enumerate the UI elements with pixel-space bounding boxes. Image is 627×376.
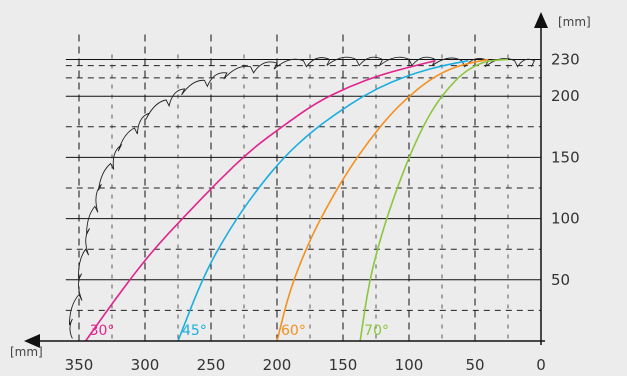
grid [65, 34, 541, 346]
x-tick-label: 200 [263, 356, 292, 374]
series-line [84, 59, 436, 342]
series-label: 60° [281, 323, 306, 339]
x-tick-label: 100 [395, 356, 424, 374]
x-tick-label: 0 [536, 356, 546, 374]
y-tick-label: 230 [551, 50, 580, 68]
x-tick-label: 300 [131, 356, 160, 374]
series-label: 45° [182, 323, 207, 339]
saw-teeth-path [68, 56, 536, 339]
x-tick-label: 150 [329, 356, 358, 374]
y-tick-label: 200 [551, 87, 580, 105]
y-axis-arrow [534, 12, 548, 28]
series-label: 30° [90, 323, 115, 339]
x-tick-label: 250 [197, 356, 226, 374]
series-lines [84, 58, 509, 342]
tick-labels: 350 300 250 200 150 100 50 0 50 100 150 200 230 [65, 50, 580, 374]
x-axis-arrow [24, 334, 40, 348]
x-tick-label: 350 [65, 356, 94, 374]
y-tick-label: 50 [551, 271, 570, 289]
saw-blade-outline [68, 56, 536, 339]
y-axis-unit: [mm] [558, 15, 591, 29]
series-labels: 30° 45° 60° 70° [90, 323, 389, 339]
axes: [mm] [mm] [10, 12, 591, 359]
series-line [359, 58, 509, 342]
series-label: 70° [364, 323, 389, 339]
x-axis-unit: [mm] [10, 345, 43, 359]
y-tick-label: 150 [551, 148, 580, 166]
series-line [177, 59, 469, 342]
series-line [276, 58, 489, 342]
x-tick-label: 50 [465, 356, 484, 374]
y-tick-label: 100 [551, 210, 580, 228]
